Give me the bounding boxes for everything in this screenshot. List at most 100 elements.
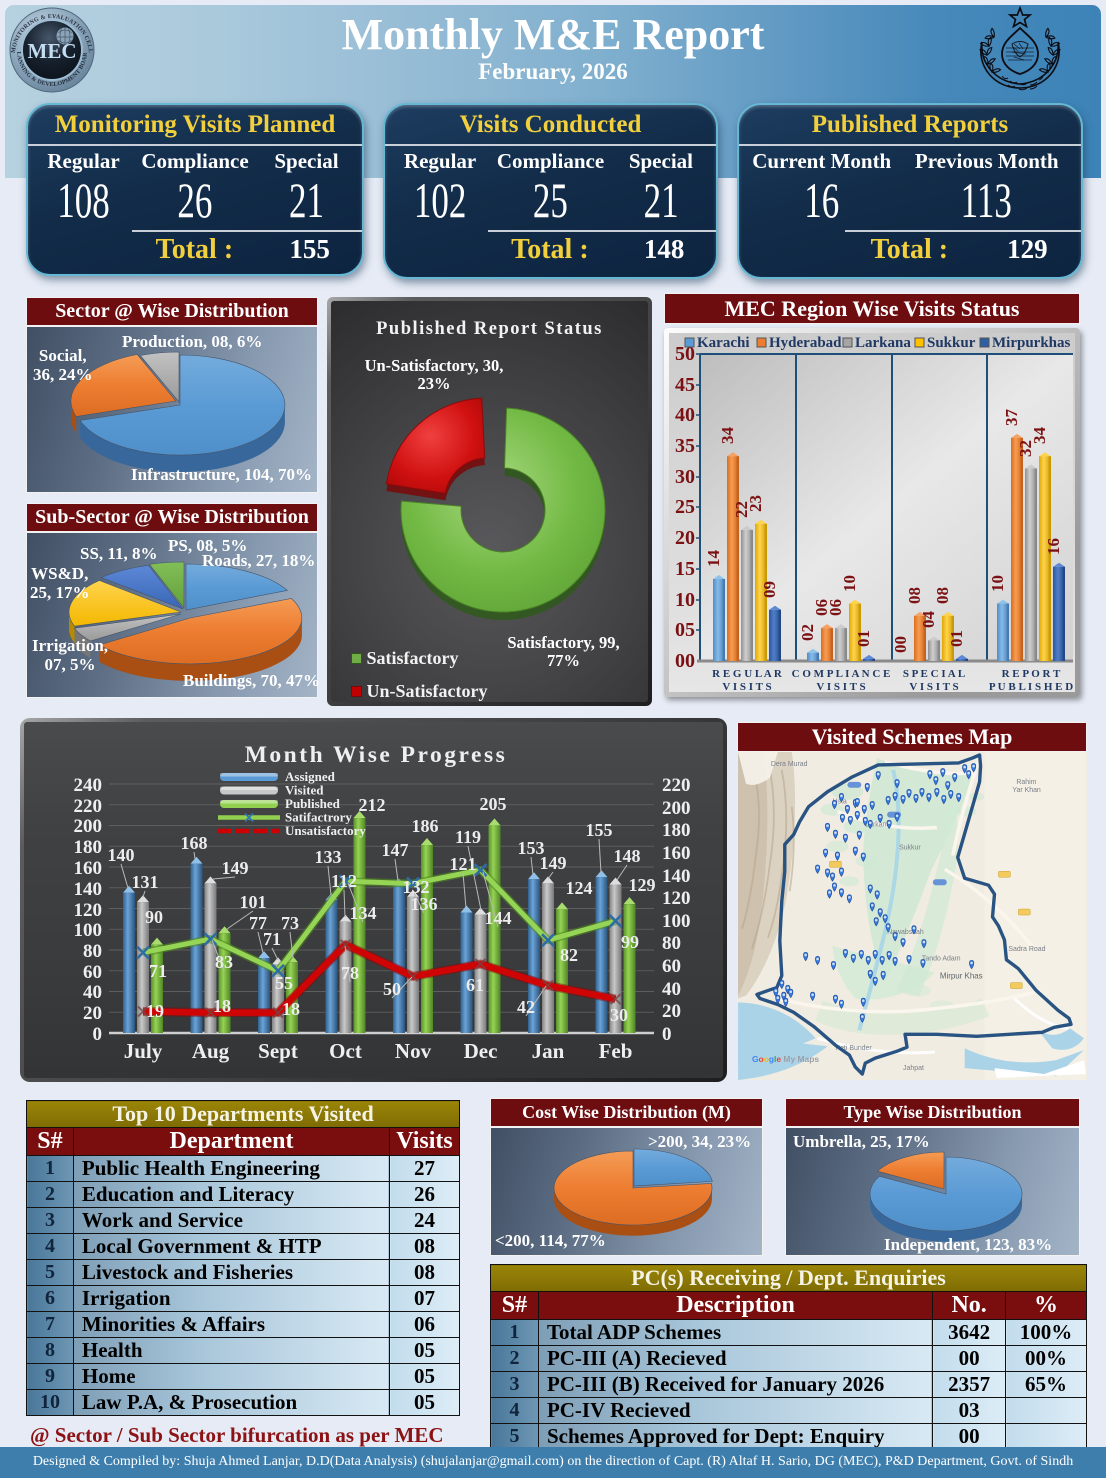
svg-text:131: 131 <box>132 872 159 892</box>
svg-text:147: 147 <box>382 840 409 860</box>
svg-text:60: 60 <box>83 962 102 983</box>
svg-text:MEC: MEC <box>28 39 77 63</box>
svg-text:220: 220 <box>662 775 691 796</box>
svg-text:20: 20 <box>662 1001 681 1022</box>
svg-text:Dec: Dec <box>464 1039 498 1063</box>
svg-text:55: 55 <box>275 973 293 993</box>
svg-text:120: 120 <box>74 900 103 921</box>
svg-text:S P E C I A L: S P E C I A L <box>903 668 965 680</box>
svg-text:01: 01 <box>947 630 966 647</box>
svg-text:35: 35 <box>675 435 695 457</box>
svg-text:101: 101 <box>240 892 267 912</box>
svg-text:155: 155 <box>586 820 613 840</box>
svg-text:37: 37 <box>1002 409 1021 427</box>
svg-text:136: 136 <box>411 894 438 914</box>
svg-text:Dera Murad: Dera Murad <box>771 761 808 768</box>
svg-text:Month Wise Progress: Month Wise Progress <box>245 742 508 768</box>
svg-text:Yar Khan: Yar Khan <box>1012 787 1041 794</box>
svg-text:20: 20 <box>675 527 695 549</box>
svg-text:Sadra Road: Sadra Road <box>1008 946 1045 953</box>
svg-text:71: 71 <box>263 929 281 949</box>
svg-text:40: 40 <box>662 979 681 1000</box>
svg-text:Sukkur: Sukkur <box>899 844 921 851</box>
svg-text:Visited: Visited <box>285 783 324 798</box>
svg-text:30: 30 <box>610 1005 628 1025</box>
svg-text:149: 149 <box>222 858 249 878</box>
svg-text:04: 04 <box>919 611 938 629</box>
svg-text:14: 14 <box>704 550 723 568</box>
svg-text:20: 20 <box>83 1003 102 1024</box>
svg-text:Tando Adam: Tando Adam <box>922 956 961 963</box>
svg-text:Larkana: Larkana <box>855 335 911 351</box>
svg-text:10: 10 <box>988 575 1007 592</box>
svg-text:80: 80 <box>662 933 681 954</box>
svg-text:220: 220 <box>74 796 103 817</box>
svg-text:119: 119 <box>455 827 481 847</box>
svg-text:19: 19 <box>146 1001 164 1021</box>
svg-text:16: 16 <box>1044 538 1063 555</box>
svg-text:R E G U L A R: R E G U L A R <box>712 668 783 680</box>
svg-text:30: 30 <box>675 466 695 488</box>
svg-text:140: 140 <box>108 845 135 865</box>
svg-text:200: 200 <box>74 816 103 837</box>
svg-text:06: 06 <box>812 599 831 616</box>
svg-text:Nov: Nov <box>395 1039 432 1063</box>
svg-text:90: 90 <box>145 907 163 927</box>
svg-text:42: 42 <box>517 997 535 1017</box>
svg-text:Feb: Feb <box>599 1039 633 1063</box>
svg-text:240: 240 <box>74 775 103 796</box>
svg-text:144: 144 <box>485 908 512 928</box>
svg-text:34: 34 <box>1030 427 1049 445</box>
svg-text:82: 82 <box>560 945 578 965</box>
svg-text:180: 180 <box>662 820 691 841</box>
svg-text:Rahim: Rahim <box>1016 779 1036 786</box>
svg-text:140: 140 <box>662 866 691 887</box>
svg-text:168: 168 <box>181 833 208 853</box>
svg-text:60: 60 <box>662 956 681 977</box>
svg-text:V I S I T S: V I S I T S <box>909 681 958 692</box>
svg-text:133: 133 <box>315 847 342 867</box>
svg-text:132: 132 <box>403 877 430 897</box>
svg-text:Satifactrory: Satifactrory <box>285 810 352 825</box>
svg-text:Aug: Aug <box>192 1039 230 1063</box>
svg-text:45: 45 <box>675 374 695 396</box>
svg-text:Keti Bunder: Keti Bunder <box>835 1045 872 1052</box>
svg-text:July: July <box>124 1039 163 1063</box>
svg-text:09: 09 <box>760 581 779 598</box>
svg-text:C O M P L I A N C E: C O M P L I A N C E <box>792 668 891 680</box>
svg-text:99: 99 <box>621 932 639 952</box>
svg-text:100: 100 <box>662 911 691 932</box>
svg-text:Sept: Sept <box>258 1039 298 1063</box>
svg-text:15: 15 <box>675 558 695 580</box>
svg-text:71: 71 <box>149 961 167 981</box>
svg-text:40: 40 <box>83 982 102 1003</box>
svg-text:50: 50 <box>675 343 695 365</box>
svg-text:10: 10 <box>675 589 695 611</box>
svg-text:08: 08 <box>933 587 952 604</box>
svg-text:77: 77 <box>249 913 267 933</box>
svg-text:205: 205 <box>480 794 507 814</box>
svg-text:22: 22 <box>732 501 751 518</box>
svg-text:100: 100 <box>74 920 103 941</box>
svg-text:00: 00 <box>891 636 910 653</box>
svg-text:149: 149 <box>540 853 567 873</box>
svg-text:Jan: Jan <box>532 1039 565 1063</box>
svg-text:Karachi: Karachi <box>697 335 750 351</box>
svg-text:121: 121 <box>450 854 477 874</box>
svg-text:160: 160 <box>74 858 103 879</box>
svg-text:Usta: Usta <box>832 799 846 806</box>
svg-text:Oct: Oct <box>329 1039 362 1063</box>
svg-text:200: 200 <box>662 798 691 819</box>
svg-text:R E P O R T: R E P O R T <box>1002 668 1061 680</box>
svg-text:Published: Published <box>285 796 341 811</box>
svg-text:120: 120 <box>662 888 691 909</box>
svg-text:212: 212 <box>359 795 386 815</box>
svg-text:01: 01 <box>854 630 873 647</box>
svg-text:50: 50 <box>383 979 401 999</box>
svg-text:08: 08 <box>905 587 924 604</box>
svg-text:61: 61 <box>466 975 484 995</box>
svg-text:186: 186 <box>412 816 439 836</box>
svg-text:80: 80 <box>83 941 102 962</box>
svg-text:Larkana: Larkana <box>865 822 890 829</box>
svg-text:02: 02 <box>798 624 817 641</box>
